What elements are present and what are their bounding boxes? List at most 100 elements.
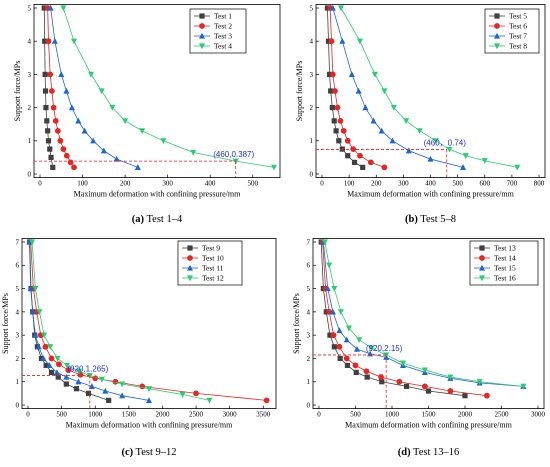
panel-caption-text: Test 9–12 <box>133 447 176 458</box>
series-test-11 <box>26 238 152 403</box>
x-axis-label: Maximum deformation with confining press… <box>347 190 514 199</box>
data-point <box>119 392 126 399</box>
data-point <box>47 4 54 11</box>
data-point <box>447 374 454 381</box>
legend-marker <box>187 255 193 261</box>
data-point <box>337 355 343 362</box>
y-tick-label: 3 <box>28 71 32 79</box>
legend-marker <box>494 43 500 50</box>
data-point <box>381 164 388 171</box>
data-point <box>348 71 355 77</box>
x-tick-label: 500 <box>247 180 258 188</box>
data-point <box>326 262 333 269</box>
data-point <box>514 164 521 171</box>
y-tick-label: 0 <box>310 170 314 178</box>
y-tick-label: 3 <box>16 332 20 340</box>
x-tick-label: 1000 <box>385 411 400 419</box>
data-point <box>447 388 454 394</box>
data-point <box>371 71 378 78</box>
data-point <box>85 390 92 396</box>
x-tick-label: 0 <box>26 411 30 419</box>
data-point <box>71 38 78 45</box>
y-tick-label: 3 <box>310 71 314 79</box>
data-point <box>355 87 362 94</box>
legend-marker <box>187 275 193 282</box>
data-point <box>263 397 270 404</box>
legend-entry: Test 13 <box>494 244 516 253</box>
data-point <box>331 118 337 124</box>
plot-frame <box>33 4 281 178</box>
data-point <box>42 71 48 77</box>
data-point <box>65 367 72 373</box>
data-point <box>367 159 374 166</box>
data-point <box>50 104 57 111</box>
data-point <box>100 147 107 154</box>
data-point <box>57 137 64 144</box>
data-point <box>357 152 363 159</box>
series-test-14 <box>319 239 490 399</box>
data-point <box>378 374 384 380</box>
x-tick-label: 2000 <box>458 411 473 419</box>
series-test-2 <box>44 5 77 171</box>
data-point <box>337 5 344 12</box>
legend-marker <box>494 32 500 39</box>
data-point <box>381 88 388 95</box>
data-point <box>378 127 385 134</box>
data-point <box>421 367 428 374</box>
legend-marker <box>199 43 205 50</box>
y-axis-label: Support force/MPs <box>13 61 22 122</box>
legend-entry: Test 8 <box>509 42 527 51</box>
x-tick-label: 300 <box>162 180 173 188</box>
data-point <box>404 383 410 389</box>
data-point <box>399 360 406 367</box>
data-point <box>425 388 432 394</box>
y-tick-label: 2 <box>16 355 20 363</box>
data-point <box>68 104 75 111</box>
data-point <box>520 383 527 390</box>
series-line <box>340 7 518 168</box>
x-tick-label: 600 <box>480 180 491 188</box>
data-point <box>405 147 412 154</box>
data-point <box>119 381 126 388</box>
panel-caption: (a) Test 1–4 <box>132 214 183 225</box>
data-point <box>462 153 469 159</box>
data-point <box>271 164 277 171</box>
data-point <box>63 373 70 380</box>
legend-marker <box>187 264 193 271</box>
x-tick-label: 100 <box>77 180 88 188</box>
y-tick-label: 0 <box>307 401 311 409</box>
data-point <box>328 88 334 94</box>
data-point <box>356 337 363 343</box>
legend-marker <box>479 275 485 282</box>
data-point <box>109 105 116 111</box>
data-point <box>321 239 328 246</box>
data-point <box>113 155 120 162</box>
y-axis-label: Support force/MPs <box>292 293 301 354</box>
data-point <box>368 345 375 352</box>
legend-marker <box>479 245 485 251</box>
data-point <box>353 369 359 375</box>
legend-entry: Test 12 <box>202 274 224 283</box>
series-line <box>28 241 150 401</box>
data-point <box>336 138 342 144</box>
legend-marker <box>494 13 500 19</box>
panel-caption-text: Test 5–8 <box>418 214 456 225</box>
data-point <box>90 137 97 144</box>
series-test-6 <box>327 5 388 171</box>
legend-marker <box>199 23 205 29</box>
data-point <box>330 332 337 339</box>
data-point <box>122 118 129 125</box>
legend-marker <box>199 32 205 39</box>
data-point <box>345 325 352 332</box>
data-point <box>331 344 337 350</box>
data-point <box>60 5 67 12</box>
data-point <box>47 71 54 78</box>
y-tick-label: 4 <box>307 308 311 316</box>
data-point <box>403 118 410 125</box>
data-point <box>352 362 359 369</box>
data-point <box>36 309 43 316</box>
data-point <box>26 238 33 245</box>
y-tick-label: 4 <box>28 38 32 46</box>
